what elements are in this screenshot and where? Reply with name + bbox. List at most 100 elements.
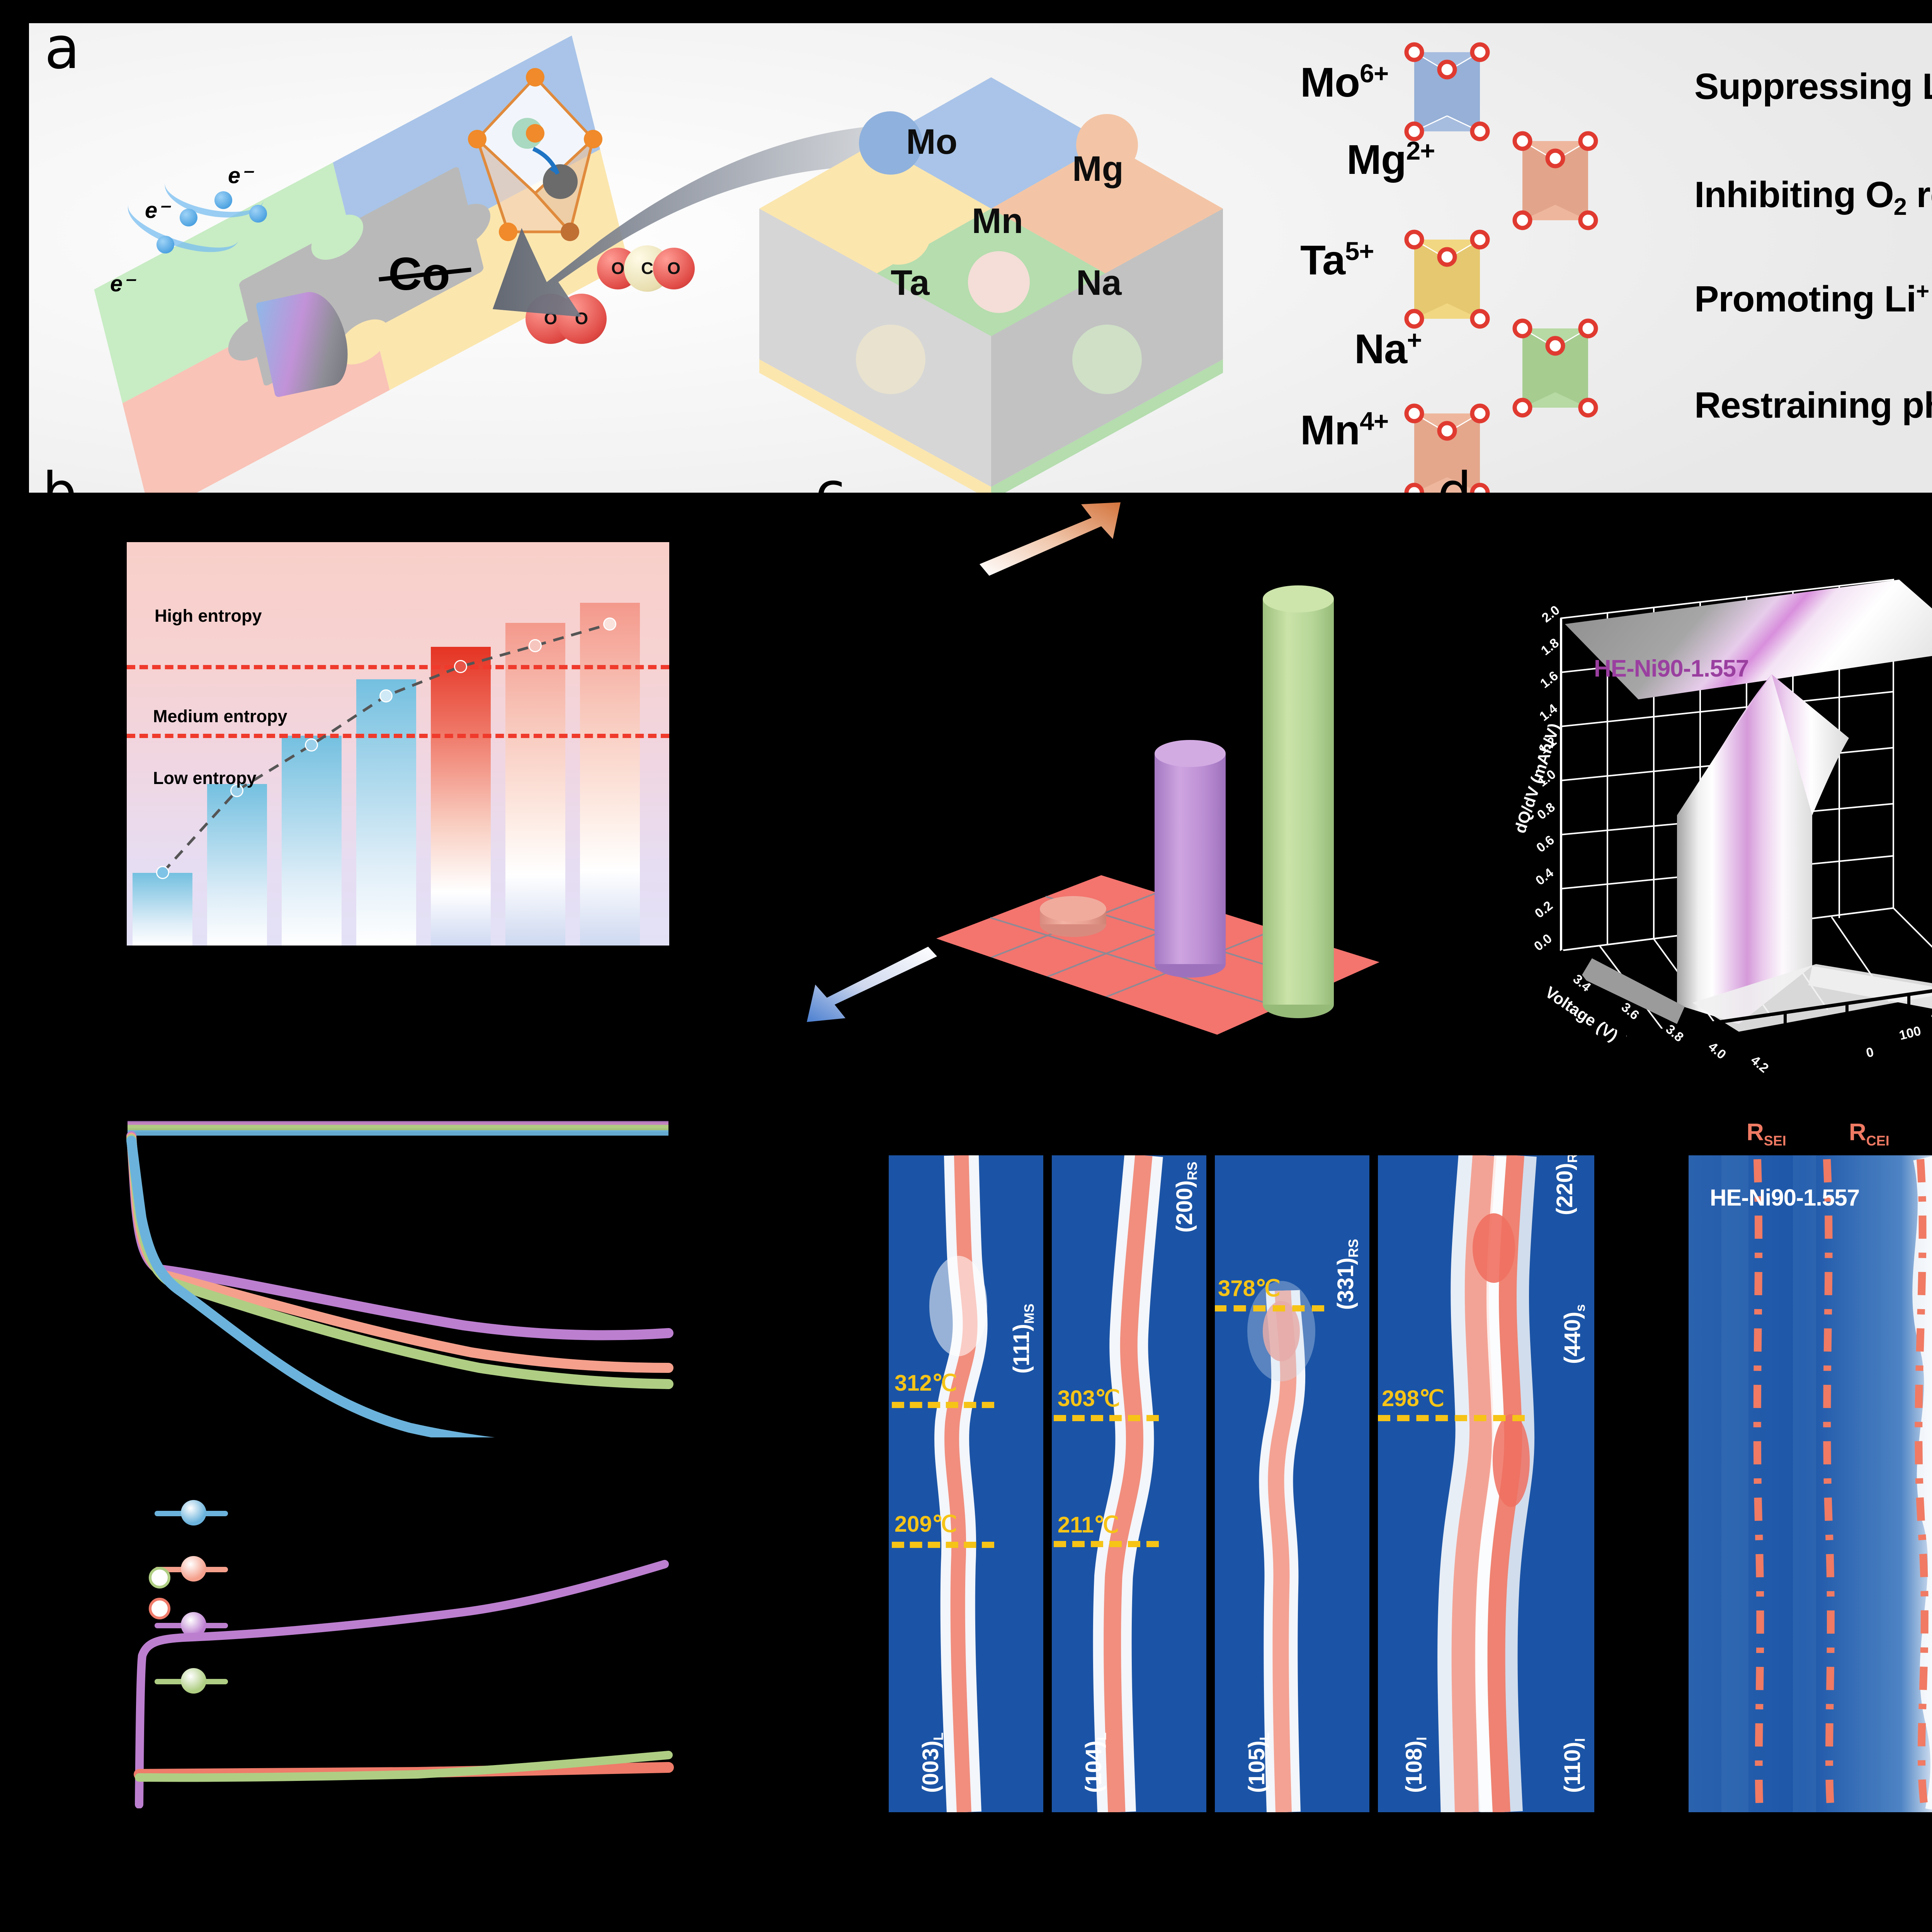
entropy-bar-3: [282, 736, 342, 946]
octahedron-mo-icon: [1399, 35, 1495, 147]
xrd-label-105l: (105)L: [1244, 1732, 1272, 1793]
xrd-dash-4a: [1378, 1415, 1525, 1421]
down-arrow-icon: [807, 947, 937, 1022]
voltage-curve-green: [135, 1751, 673, 1782]
electron-label-1: e⁻: [145, 198, 169, 223]
panel-e-cycling-performance: [116, 1097, 676, 1694]
panel-f-voltage-profile: [116, 1499, 676, 1809]
electron-dot-3: [249, 205, 267, 223]
effect-text-4: Restraining phase transition: [1694, 385, 1932, 426]
xrd-temp-1b: 209℃: [895, 1512, 957, 1537]
effect-text-1: Suppressing Li/Ni mixing: [1694, 66, 1932, 107]
panel-h-drt-map: HE-Ni90-1.557 RSEI RCEI RCT: [1689, 1119, 1932, 1812]
cube-face-mn: Mn: [972, 201, 1023, 241]
ion-label-ta: Ta5+: [1300, 236, 1374, 283]
xrd-dash-3a: [1215, 1305, 1324, 1311]
panel-c-doping-ratio-3d-chart: 1.50 1.52 1.54 1.56 1.58 1.60 Li slab (Å…: [804, 502, 1461, 1079]
entropy-bar-7: [580, 602, 640, 946]
xrd-label-440s: (440)s: [1560, 1304, 1588, 1364]
entropy-trend-line: [127, 542, 669, 946]
ion-label-mo: Mo6+: [1300, 59, 1389, 105]
electron-dot-4: [156, 236, 174, 253]
effect-text-3: Promoting Li+ diffusion: [1694, 279, 1929, 320]
capacity-curve-purple: [126, 1131, 673, 1340]
drt-heatmap: [1689, 1155, 1932, 1812]
panel-g-insitu-xrd: 312℃ 209℃ (003)L (111)MS 303℃ 211℃ (104)…: [889, 1155, 1607, 1812]
legend-marker-salmon: [181, 1556, 206, 1582]
entropy-bar-4: [356, 679, 416, 946]
panel-f-legend-marker-salmon: [149, 1598, 170, 1619]
xrd-label-110l: (110)l: [1560, 1738, 1588, 1793]
xrd-strip-2: 303℃ 211℃ (104)L (200)RS: [1052, 1155, 1206, 1812]
panel-d-title: HE-Ni90-1.557: [1594, 655, 1749, 682]
octahedron-ta-icon: [1399, 222, 1495, 334]
xrd-temp-2b: 211℃: [1058, 1512, 1119, 1537]
entropy-node-2: [230, 784, 243, 797]
xrd-label-108l: (108)l: [1401, 1736, 1430, 1793]
drt-guide-cei-left: [1915, 1159, 1929, 1812]
entropy-node-5: [454, 660, 467, 673]
ion-label-mg: Mg2+: [1347, 136, 1435, 183]
octahedron-na-icon: [1507, 311, 1604, 423]
electron-label-2: e⁻: [228, 163, 252, 188]
panel-label-a: a: [44, 23, 80, 82]
xrd-temp-1a: 312℃: [895, 1371, 957, 1396]
cube-face-mo: Mo: [906, 122, 957, 162]
drt-region-label-cei: RCEI: [1849, 1119, 1889, 1149]
dopant-effect-list: Mo6+ Mg2+ Ta5+ Na+ Mn4+: [1296, 42, 1932, 493]
cube-face-mg: Mg: [1072, 149, 1124, 189]
xrd-temp-4a: 298℃: [1382, 1386, 1444, 1411]
drt-region-label-sei: RSEI: [1747, 1119, 1786, 1149]
octahedron-mn-icon: [1399, 396, 1495, 493]
voltage-curve-purple: [135, 1560, 669, 1809]
xrd-label-220rs: (220)RS: [1552, 1155, 1580, 1215]
panel-d-dqdv-surface: HE-Ni90-1.557 0.0 0.2 0.4 0.6 0.8 1.0 1.…: [1445, 522, 1932, 1076]
drt-guide-sei-left: [1753, 1159, 1764, 1812]
panel-label-b: b: [43, 461, 77, 524]
cylinder-bar-3: [1263, 585, 1334, 1018]
ion-label-na: Na+: [1354, 325, 1422, 372]
cube-face-na: Na: [1076, 263, 1122, 303]
panel-b-entropy-chart: High entropy Medium entropy Low entropy: [126, 541, 670, 947]
co2-molecule: O C O: [597, 245, 713, 292]
xrd-dash-2a: [1054, 1415, 1159, 1421]
cube-face-ta: Ta: [891, 263, 930, 303]
entropy-zone-high: High entropy: [155, 606, 262, 626]
electron-flow-group: e⁻ e⁻ e⁻: [110, 151, 369, 313]
entropy-zone-medium: Medium entropy: [153, 706, 287, 726]
panel-a-schematic: a e⁻ e⁻ e⁻ Co O O O C O: [29, 23, 1932, 493]
panel-label-c: c: [815, 461, 845, 524]
entropy-node-7: [603, 617, 616, 631]
entropy-zone-low: Low entropy: [153, 768, 257, 788]
legend-marker-blue: [181, 1500, 206, 1526]
entropy-bar-1: [133, 873, 192, 946]
entropy-node-3: [305, 738, 318, 752]
xrd-label-200rs: (200)RS: [1172, 1162, 1200, 1233]
panel-label-d: d: [1437, 461, 1472, 524]
ion-label-mn: Mn4+: [1300, 406, 1389, 453]
panel-f-legend-marker-green: [149, 1567, 170, 1588]
entropy-node-1: [156, 866, 169, 879]
entropy-bar-6: [505, 622, 565, 946]
xrd-strip-4: 298℃ (108)l (110)l (220)RS (440)s: [1378, 1155, 1594, 1812]
electron-dot-1: [180, 209, 197, 226]
xrd-dash-1b: [892, 1542, 994, 1548]
xrd-strip-3: 378℃ (105)L (331)RS: [1215, 1155, 1369, 1812]
xrd-temp-3a: 378℃: [1218, 1276, 1281, 1301]
electron-label-3: e⁻: [110, 271, 134, 296]
entropy-node-6: [529, 639, 542, 652]
coulombic-efficiency-band: [128, 1121, 668, 1136]
cylinder-bar-2: [1155, 740, 1226, 978]
xrd-temp-2a: 303℃: [1058, 1386, 1120, 1411]
entropy-threshold-medium: [127, 733, 669, 738]
xrd-strip-1: 312℃ 209℃ (003)L (111)MS: [889, 1155, 1043, 1812]
xrd-dash-1a: [892, 1402, 994, 1408]
xrd-label-104l: (104)L: [1081, 1732, 1109, 1793]
xrd-label-003l: (003)L: [918, 1732, 946, 1793]
xrd-dash-2b: [1054, 1541, 1159, 1547]
high-entropy-cube: Mo Mg Mn Ta Na: [736, 66, 1246, 493]
legend-marker-green: [181, 1668, 206, 1694]
xrd-label-331rs: (331)RS: [1333, 1239, 1361, 1310]
drt-guide-sei-right: [1823, 1159, 1835, 1812]
effect-text-2: Inhibiting O2 release: [1694, 174, 1932, 220]
